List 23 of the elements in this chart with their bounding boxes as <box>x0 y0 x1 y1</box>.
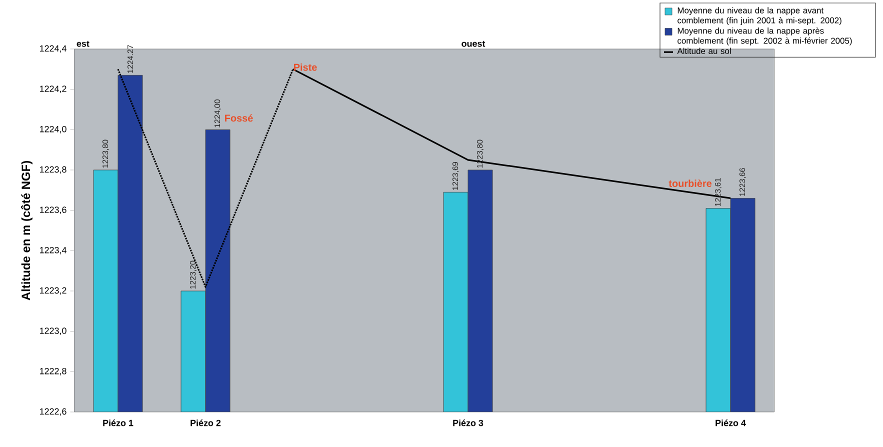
annotation: tourbière <box>668 180 712 187</box>
legend-label: Moyenne du niveau de la nappe après comblement (fin sept. 2002 à mi-février 2005) <box>678 27 852 46</box>
y-tick-label: 1223,4 <box>40 246 66 254</box>
y-tick-label: 1223,6 <box>40 206 66 214</box>
annotation: Fossé <box>225 114 253 122</box>
y-tick-label: 1223,0 <box>40 328 66 336</box>
legend-label: Moyenne du niveau de la nappe avant comblement (fin juin 2001 à mi-sept. 2002) <box>678 7 842 26</box>
annotation: Piste <box>294 63 317 71</box>
x-tick-label: Piézo 2 <box>190 420 221 426</box>
x-tick-label: Piézo 1 <box>103 420 134 426</box>
y-tick-label: 1223,8 <box>40 166 66 174</box>
y-axis-title: Altitude en m (côté NGF) <box>21 161 32 300</box>
y-tick-label: 1224,4 <box>40 45 66 53</box>
x-tick-label: Piézo 3 <box>453 420 484 426</box>
y-tick-label: 1224,2 <box>40 86 66 94</box>
text: ouest <box>462 40 486 47</box>
legend-label: Altitude au sol <box>677 48 731 54</box>
text: est <box>76 40 90 47</box>
y-tick-label: 1222,6 <box>40 408 66 416</box>
y-tick-label: 1224,0 <box>40 126 66 134</box>
x-tick-label: Piézo 4 <box>716 420 746 426</box>
y-tick-label: 1222,8 <box>40 368 66 376</box>
y-tick-label: 1223,2 <box>40 287 66 295</box>
